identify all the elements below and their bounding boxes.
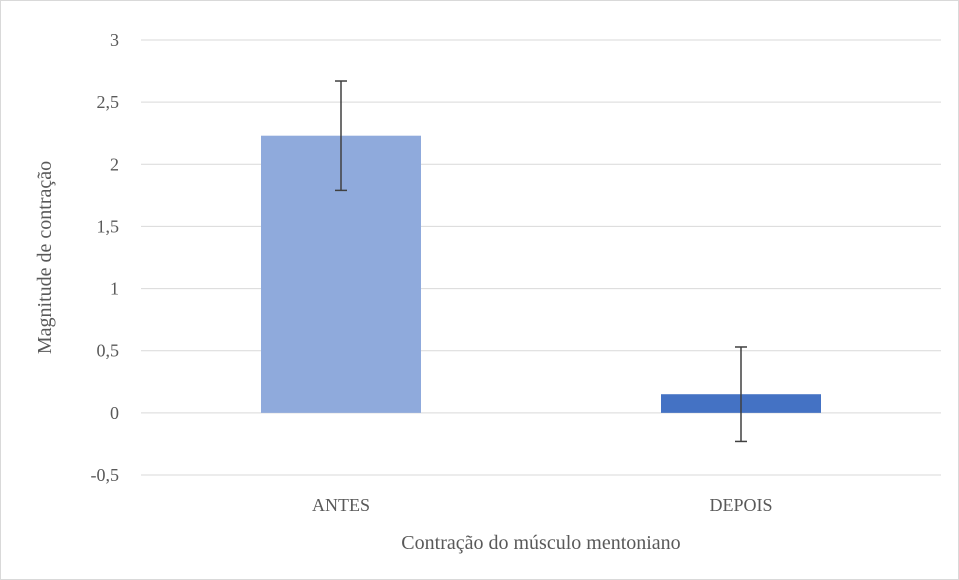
y-tick-label: -0,5 — [91, 465, 120, 485]
y-tick-label: 0,5 — [97, 341, 120, 361]
error-bar-depois — [735, 346, 747, 443]
y-tick-label: 1 — [110, 279, 119, 299]
y-tick-label: 2,5 — [97, 92, 120, 112]
y-tick-label: 2 — [110, 154, 119, 174]
bars — [261, 135, 821, 413]
y-axis-ticks: 3 2,5 2 1,5 1 0,5 0 -0,5 — [91, 30, 120, 485]
y-tick-label: 1,5 — [97, 216, 120, 236]
error-bars — [335, 80, 747, 443]
y-tick-label: 0 — [110, 403, 119, 423]
error-bar-antes — [335, 80, 347, 192]
x-category-label: ANTES — [312, 495, 370, 515]
x-category-label: DEPOIS — [709, 495, 772, 515]
x-axis-title: Contração do músculo mentoniano — [401, 532, 680, 554]
y-axis-title: Magnitude de contração — [34, 161, 56, 354]
x-axis-categories: ANTES DEPOIS — [312, 495, 773, 515]
y-tick-label: 3 — [110, 30, 119, 50]
